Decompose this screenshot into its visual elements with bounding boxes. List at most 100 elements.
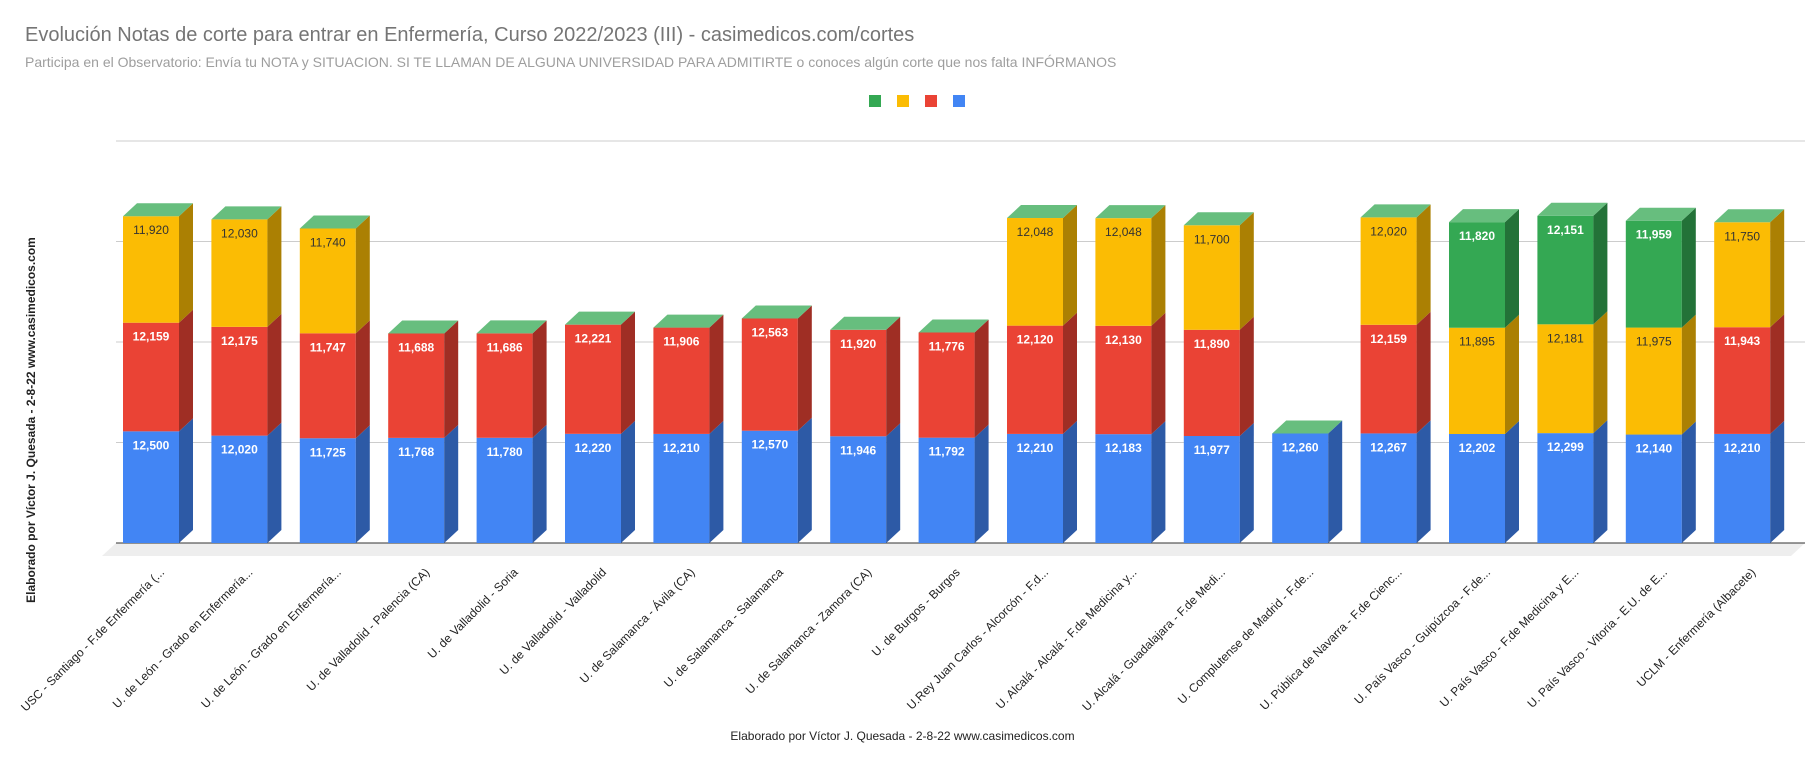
bar-segment — [1537, 433, 1594, 543]
bar-side — [1239, 316, 1254, 437]
data-label: 11,943 — [1724, 334, 1760, 348]
bar-segment — [1007, 218, 1063, 326]
bar-segment — [1537, 324, 1594, 434]
bar-side — [1063, 420, 1077, 543]
chart-floor — [102, 543, 1805, 556]
bar-side — [709, 314, 724, 434]
data-label: 12,048 — [1105, 225, 1142, 239]
bar-top-cap — [299, 215, 370, 229]
bar-top-cap — [1360, 204, 1431, 218]
data-label: 12,202 — [1459, 441, 1496, 455]
bar-side — [1151, 421, 1166, 543]
data-label: 12,210 — [1724, 441, 1761, 455]
bar-segment — [1095, 325, 1152, 435]
data-label: 11,895 — [1459, 335, 1495, 349]
bar-segment — [299, 438, 356, 543]
bar-top-cap — [741, 305, 812, 319]
category-label: USC - Santiago - F.de Enfermería (... — [18, 565, 167, 714]
bar-side — [355, 320, 370, 439]
bar-segment — [1095, 434, 1152, 543]
bar-segment — [1007, 433, 1063, 543]
category-label: U. Pública de Navarra - F.de Cienc... — [1257, 565, 1405, 713]
bar-side — [444, 320, 459, 438]
data-label: 11,920 — [133, 223, 169, 237]
data-label: 12,130 — [1105, 333, 1142, 347]
bar-segment — [1625, 327, 1682, 435]
bar-top-cap — [1007, 205, 1077, 219]
chart-subtitle: Participa en el Observatorio: Envía tu N… — [25, 54, 1117, 70]
bar-segment — [653, 433, 710, 543]
data-label: 12,020 — [1370, 224, 1407, 238]
data-label: 12,151 — [1547, 223, 1584, 237]
data-label: 11,776 — [929, 339, 965, 353]
bar-side — [179, 418, 193, 543]
data-label: 11,768 — [398, 445, 434, 459]
bar-segment — [476, 437, 533, 543]
bar-side — [1770, 314, 1785, 434]
data-label: 12,210 — [1017, 441, 1054, 455]
data-label: 12,500 — [133, 438, 170, 452]
bar-side — [1770, 209, 1785, 328]
category-label: U. País Vasco - F.de Medicina y E... — [1437, 565, 1582, 710]
bar-side — [1151, 312, 1166, 435]
category-label: U. de León - Grado en Enfermería... — [110, 565, 256, 711]
data-label: 11,700 — [1194, 232, 1230, 246]
bar-top-cap — [1625, 207, 1696, 221]
bar-segment — [1183, 436, 1240, 543]
bar-side — [355, 425, 370, 543]
bar-side — [1593, 311, 1608, 434]
bar-side — [1416, 204, 1431, 325]
data-label: 12,563 — [751, 325, 788, 339]
data-label: 11,740 — [310, 235, 346, 249]
bar-top-cap — [1537, 202, 1608, 216]
bar-segment — [741, 430, 798, 543]
bar-segment — [1095, 218, 1152, 326]
bar-top-cap — [653, 314, 724, 328]
bar-segment — [1360, 217, 1417, 325]
bar-top-cap — [1449, 209, 1519, 223]
data-label: 12,159 — [1370, 332, 1407, 346]
bar-side — [1681, 314, 1696, 435]
data-label: 12,267 — [1370, 440, 1407, 454]
bar-side — [1505, 209, 1519, 328]
bar-segment — [1449, 222, 1505, 328]
bar-side — [621, 311, 635, 434]
bar-segment — [653, 327, 710, 434]
data-label: 12,299 — [1547, 440, 1584, 454]
data-label: 11,975 — [1636, 335, 1672, 349]
bar-segment — [1714, 327, 1771, 434]
data-label: 12,181 — [1547, 331, 1584, 345]
data-label: 12,159 — [133, 330, 170, 344]
bar-segment — [123, 216, 179, 323]
data-label: 11,820 — [1459, 229, 1495, 243]
data-label: 12,175 — [221, 334, 258, 348]
bar-segment — [918, 437, 975, 543]
bar-segment — [565, 433, 621, 543]
category-label: U. Alcalá - Alcalá - F.de Medicina y... — [993, 565, 1140, 712]
bar-segment — [1007, 325, 1063, 434]
bar-top-cap — [1183, 212, 1254, 226]
data-label: 11,920 — [840, 337, 876, 351]
bar-top-cap — [565, 311, 635, 325]
bar-side — [267, 422, 282, 543]
bar-segment — [1183, 225, 1240, 330]
bar-segment — [830, 436, 887, 543]
bar-side — [532, 424, 547, 543]
bar-side — [532, 320, 547, 438]
bar-side — [1416, 420, 1431, 543]
bar-segment — [1714, 433, 1771, 543]
data-label: 11,747 — [310, 340, 346, 354]
bar-top-cap — [830, 316, 901, 330]
bar-side — [179, 203, 193, 323]
bar-side — [1239, 212, 1254, 330]
data-label: 12,120 — [1017, 333, 1054, 347]
bar-side — [621, 420, 635, 543]
y-axis-label: Elaborado por Víctor J. Quesada - 2-8-22… — [24, 237, 38, 603]
bar-segment — [1183, 329, 1240, 437]
bar-top-cap — [211, 206, 282, 220]
bar-side — [1681, 421, 1696, 543]
bar-side — [1681, 207, 1696, 328]
bar-segment — [476, 333, 533, 438]
bar-side — [355, 215, 370, 334]
bar-side — [886, 316, 901, 437]
